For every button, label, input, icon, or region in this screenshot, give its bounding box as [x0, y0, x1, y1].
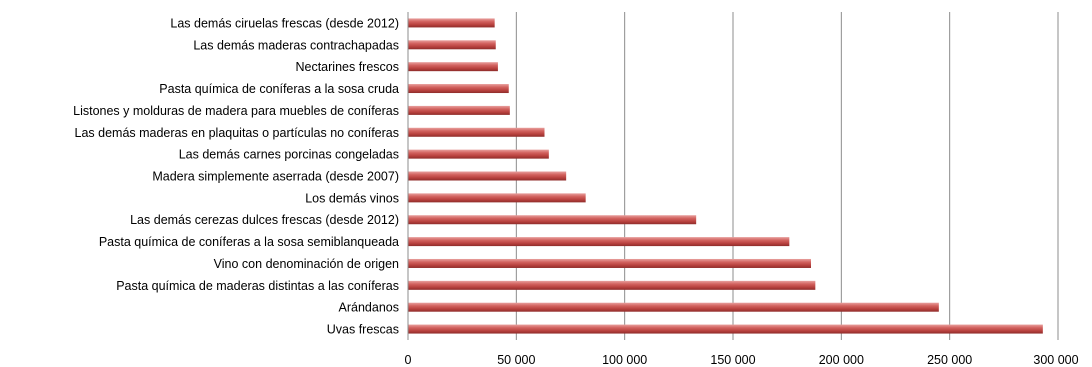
category-label: Las demás maderas contrachapadas: [193, 38, 399, 52]
bar: [408, 280, 816, 290]
bar: [408, 215, 697, 225]
category-label: Pasta química de maderas distintas a las…: [116, 279, 399, 293]
x-tick-label: 300 000: [1033, 353, 1078, 367]
category-label: Madera simplemente aserrada (desde 2007): [152, 170, 399, 184]
bar: [408, 62, 498, 72]
bar: [408, 237, 790, 247]
x-tick-label: 100 000: [602, 353, 647, 367]
bar: [408, 302, 939, 312]
bar: [408, 84, 509, 94]
bar: [408, 149, 549, 159]
category-label: Pasta química de coníferas a la sosa cru…: [159, 82, 399, 96]
x-tick-label: 250 000: [927, 353, 972, 367]
category-label: Las demás carnes porcinas congeladas: [179, 148, 399, 162]
category-label: Listones y molduras de madera para muebl…: [73, 104, 399, 118]
x-tick-label: 0: [405, 353, 412, 367]
bar: [408, 258, 811, 268]
category-label: Arándanos: [339, 301, 399, 315]
category-label: Las demás ciruelas frescas (desde 2012): [170, 16, 399, 30]
bar: [408, 171, 567, 181]
x-tick-label: 50 000: [497, 353, 535, 367]
x-axis-tick-labels: 0 50 000 100 000 150 000 200 000 250 000 300 0…: [405, 353, 1079, 367]
category-labels: Uvas frescas Arándanos Pasta química de ma…: [73, 16, 399, 336]
bars: [408, 18, 1043, 334]
x-tick-label: 200 000: [819, 353, 864, 367]
category-label: Los demás vinos: [305, 191, 399, 205]
category-label: Uvas frescas: [327, 323, 399, 337]
bar: [408, 193, 586, 203]
bar: [408, 18, 495, 28]
category-label: Nectarines frescos: [295, 60, 399, 74]
bar: [408, 105, 510, 115]
bar: [408, 40, 496, 50]
gridlines: [515, 12, 1059, 340]
bar: [408, 324, 1043, 334]
category-label: Las demás maderas en plaquitas o partícu…: [75, 126, 400, 140]
x-tick-label: 150 000: [710, 353, 755, 367]
category-label: Pasta química de coníferas a la sosa sem…: [99, 235, 399, 249]
category-label: Vino con denominación de origen: [214, 257, 399, 271]
bar: [408, 127, 545, 137]
category-label: Las demás cerezas dulces frescas (desde …: [130, 213, 399, 227]
